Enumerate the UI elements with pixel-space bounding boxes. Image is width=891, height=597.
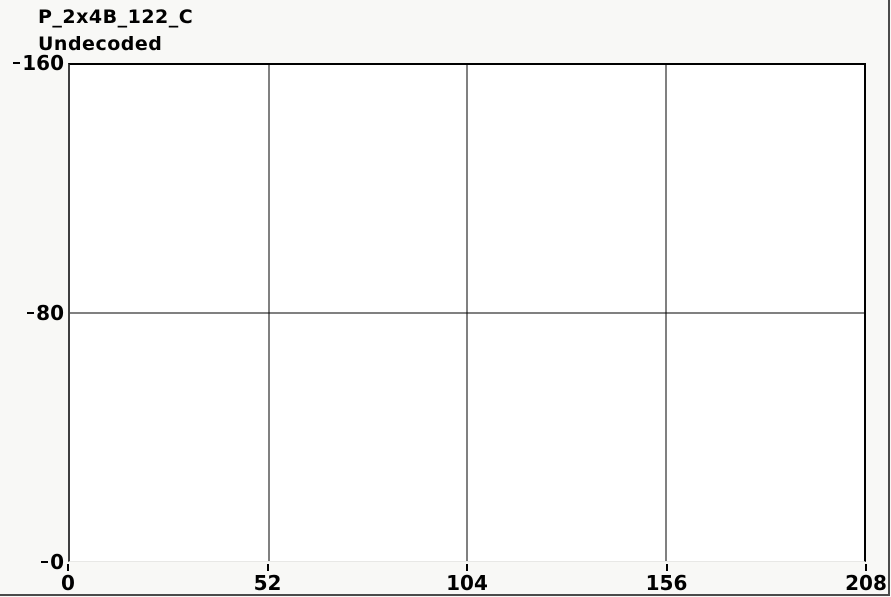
x-tick-mark [665, 564, 668, 571]
chart-subtitle: Undecoded [38, 33, 163, 55]
y-tick-mark [41, 561, 49, 563]
y-tick-row: 80 [27, 301, 64, 325]
x-tick-label: 208 [845, 571, 887, 595]
y-tick-label: 160 [22, 51, 64, 75]
x-tick-label: 0 [61, 571, 75, 595]
plot-area[interactable] [68, 63, 866, 562]
x-axis: 0 52 104 156 208 [61, 562, 887, 596]
y-axis: 0 80 160 [0, 51, 66, 574]
x-tick-mark [865, 564, 867, 571]
y-tick-mark [13, 62, 21, 64]
horizontal-gridline [70, 312, 864, 314]
x-tick-label: 156 [645, 571, 688, 595]
y-tick-label: 80 [36, 300, 64, 325]
window-border-bottom [0, 594, 889, 596]
window-border-right [888, 0, 890, 596]
y-tick-row: 160 [13, 51, 64, 75]
y-tick-row: 0 [41, 550, 64, 574]
chart-title: P_2x4B_122_C [38, 6, 194, 28]
y-tick-label: 0 [50, 550, 64, 574]
x-tick-mark [466, 564, 468, 571]
x-tick-label: 52 [253, 571, 282, 595]
x-tick-mark [266, 564, 269, 571]
x-tick-label: 104 [446, 571, 488, 595]
y-tick-mark [27, 311, 35, 314]
x-tick-mark [67, 564, 69, 571]
